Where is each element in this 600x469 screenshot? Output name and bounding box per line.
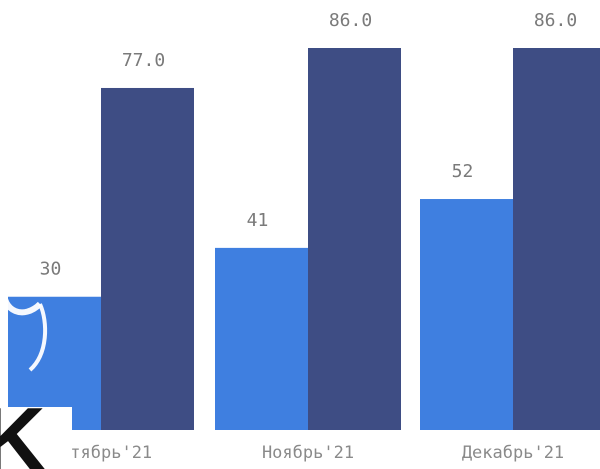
bar-Ноябрь'21-0 [215, 247, 308, 430]
data-label: 86.0 [534, 10, 577, 31]
bar-Октябрь'21-1 [101, 87, 194, 430]
bar-Декабрь'21-1 [513, 48, 600, 430]
bar-Декабрь'21-0 [420, 199, 513, 430]
category-layer: Октябрь'21 Ноябрь'21 Декабрь'21 [50, 443, 564, 463]
category-label: Ноябрь'21 [262, 443, 354, 463]
data-label: 30 [40, 259, 62, 280]
label-layer: 30 77.0 41 86.0 52 86.0 [40, 10, 578, 280]
corner-letter: K [0, 407, 72, 469]
bar-Ноябрь'21-1 [308, 48, 401, 430]
data-label: 77.0 [122, 50, 165, 71]
data-label: 52 [452, 161, 474, 182]
corner-letter-text: K [0, 407, 46, 469]
category-label: Декабрь'21 [462, 443, 564, 463]
bar-layer [8, 48, 600, 430]
category-label: Октябрь'21 [50, 443, 152, 463]
data-label: 41 [247, 210, 269, 231]
data-label: 86.0 [329, 10, 372, 31]
